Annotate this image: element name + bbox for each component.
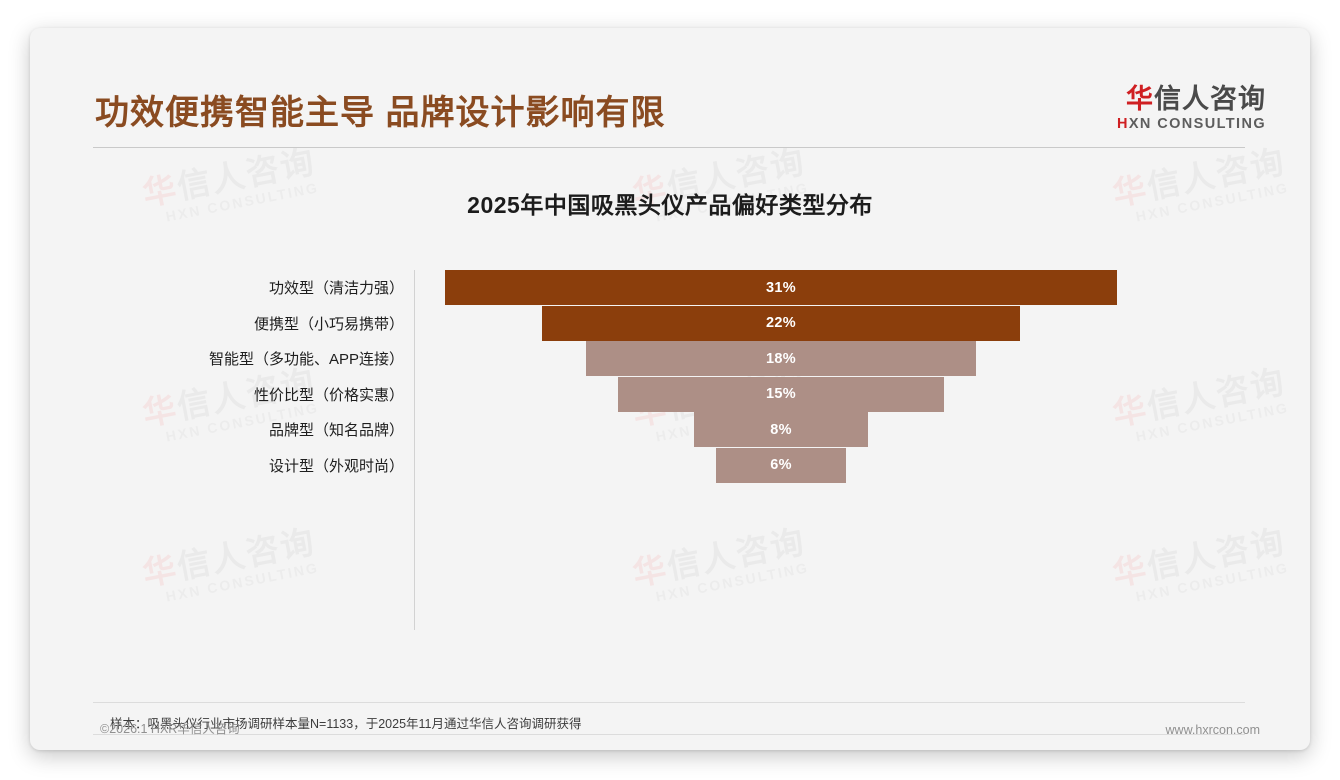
bar-category-label: 智能型（多功能、APP连接） bbox=[208, 351, 404, 368]
bar-value-label: 18% bbox=[766, 350, 796, 367]
chart-region: 2025年中国吸黑头仪产品偏好类型分布 功效型（清洁力强） 31% 便携型（小巧易携… bbox=[30, 150, 1310, 670]
bar-value-label: 6% bbox=[770, 457, 792, 473]
bar-track: 22% bbox=[415, 305, 1310, 341]
bar-value-label: 31% bbox=[766, 279, 796, 296]
bar-track: 8% bbox=[415, 412, 1310, 447]
bar-category-label: 设计型（外观时尚） bbox=[268, 457, 404, 475]
header-divider bbox=[93, 147, 1245, 148]
page-title: 功效便携智能主导 品牌设计影响有限 bbox=[95, 94, 666, 132]
website-link[interactable]: www.hxrcon.com bbox=[1165, 723, 1260, 737]
logo-accent-char: 华 bbox=[1126, 84, 1154, 114]
category-axis-line bbox=[414, 270, 415, 630]
bar-category-label: 品牌型（知名品牌） bbox=[268, 422, 404, 439]
footer-strip: ©2026.1 HXR华信人咨询 www.hxrcon.com bbox=[30, 710, 1310, 750]
bar-track: 18% bbox=[415, 341, 1310, 376]
bar-row: 智能型（多功能、APP连接） 18% bbox=[30, 341, 1310, 376]
logo-chinese-text: 华信人咨询 bbox=[1117, 85, 1266, 113]
bar-segment[interactable]: 31% bbox=[444, 270, 1118, 305]
bar-category-label: 性价比型（价格实惠） bbox=[253, 386, 404, 404]
bar-value-label: 22% bbox=[766, 315, 796, 331]
chart-title: 2025年中国吸黑头仪产品偏好类型分布 bbox=[467, 192, 873, 218]
bar-track: 15% bbox=[415, 376, 1310, 412]
logo-en-accent-char: H bbox=[1116, 116, 1129, 133]
slide-header: 功效便携智能主导 品牌设计影响有限 华信人咨询 HXN CONSULTING bbox=[30, 28, 1310, 150]
bar-row: 品牌型（知名品牌） 8% bbox=[30, 412, 1310, 447]
bar-category-label: 便携型（小巧易携带） bbox=[253, 315, 404, 333]
logo-en-rest-chars: XN CONSULTING bbox=[1128, 116, 1266, 133]
bar-segment[interactable]: 8% bbox=[694, 412, 868, 447]
logo-english-text: HXN CONSULTING bbox=[1117, 116, 1266, 132]
copyright-text: ©2026.1 HXR华信人咨询 bbox=[100, 722, 240, 736]
bar-row: 设计型（外观时尚） 6% bbox=[30, 447, 1310, 483]
bar-row: 功效型（清洁力强） 31% bbox=[30, 270, 1310, 305]
brand-logo: 华信人咨询 HXN CONSULTING bbox=[1117, 85, 1266, 133]
bar-segment[interactable]: 6% bbox=[715, 447, 847, 483]
bar-segment[interactable]: 18% bbox=[585, 341, 977, 376]
bar-track: 6% bbox=[415, 447, 1310, 483]
bar-row: 性价比型（价格实惠） 15% bbox=[30, 376, 1310, 412]
slide-canvas: 华信人咨询 HXN CONSULTING 华信人咨询 HXN CONSULTING 华信… bbox=[30, 28, 1310, 750]
bar-segment[interactable]: 15% bbox=[618, 376, 944, 412]
logo-rest-chars: 信人咨询 bbox=[1154, 84, 1266, 114]
bar-row: 便携型（小巧易携带） 22% bbox=[30, 305, 1310, 341]
sample-note: 样本：吸黑头仪行业市场调研样本量N=1133，于2025年11月通过华信人咨询调… bbox=[110, 717, 582, 731]
bar-value-label: 15% bbox=[766, 386, 796, 402]
bar-track: 31% bbox=[415, 270, 1310, 305]
note-divider-bottom bbox=[93, 734, 1245, 735]
bar-chart-plot: 功效型（清洁力强） 31% 便携型（小巧易携带） 22% 智能型（多功能、APP连接） 1… bbox=[30, 258, 1310, 638]
bar-value-label: 8% bbox=[770, 421, 792, 438]
note-divider-top bbox=[93, 702, 1245, 703]
bar-segment[interactable]: 22% bbox=[542, 305, 1020, 341]
bar-category-label: 功效型（清洁力强） bbox=[268, 280, 404, 297]
